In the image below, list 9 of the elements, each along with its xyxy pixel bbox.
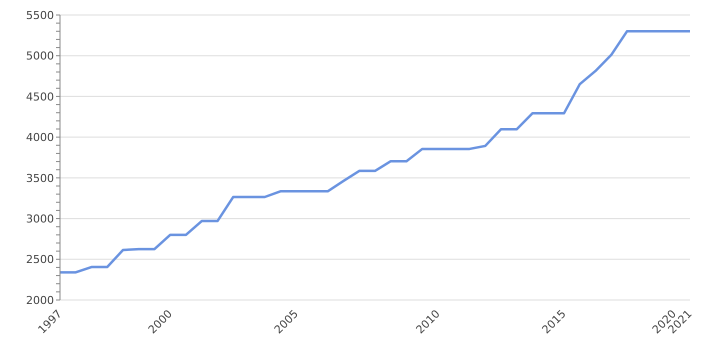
y-tick-label: 3500	[26, 172, 54, 185]
line-series	[60, 30, 690, 274]
y-tick-label: 2000	[26, 294, 54, 307]
y-tick-label: 3000	[26, 212, 54, 226]
y-tick-label: 5500	[26, 8, 54, 22]
y-tick-label: 4500	[26, 90, 54, 104]
y-tick-label: 4000	[26, 131, 54, 144]
y-tick-label: 5000	[26, 50, 54, 63]
y-tick-label: 2500	[26, 253, 54, 266]
